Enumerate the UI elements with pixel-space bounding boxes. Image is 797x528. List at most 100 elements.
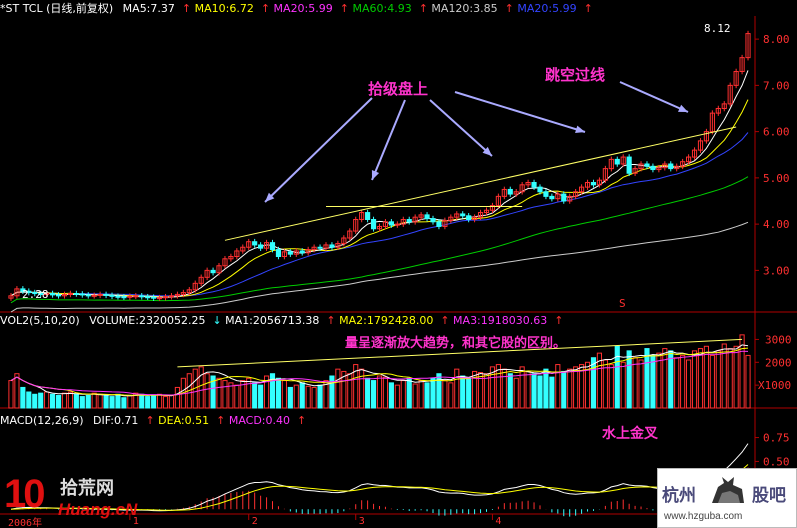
candle-body xyxy=(376,225,383,230)
volume-bar xyxy=(85,394,91,409)
candle-body xyxy=(608,158,614,170)
volume-bar xyxy=(656,352,662,409)
candle-body xyxy=(127,295,133,298)
macd-dea-line xyxy=(10,464,749,511)
volume-bar xyxy=(400,380,406,409)
volume-bar xyxy=(329,375,335,409)
arrow-gap-break xyxy=(619,81,689,113)
volume-bar xyxy=(49,393,56,409)
candle-body xyxy=(347,230,353,239)
candle-body xyxy=(133,295,139,298)
candle-body xyxy=(246,241,252,248)
candle-body xyxy=(638,163,644,170)
candle-body xyxy=(180,292,186,295)
candle-body xyxy=(240,246,246,252)
volume-bar xyxy=(555,364,561,409)
arrow-step-up-1-head xyxy=(265,192,275,202)
volume-bar xyxy=(394,384,400,409)
volume-bar xyxy=(14,373,20,409)
volume-bar xyxy=(353,364,359,409)
volume-bar xyxy=(739,334,745,409)
volume-bar xyxy=(406,377,412,409)
macd-indicator-2: MACD:0.40 xyxy=(228,414,290,427)
candle-body xyxy=(721,103,727,109)
price-arrow-1: ↑ xyxy=(260,2,271,15)
volume-tick-label-1: 2000 xyxy=(765,356,792,369)
candle-body xyxy=(97,293,103,296)
volume-bar xyxy=(424,382,430,409)
candle-body xyxy=(49,293,56,296)
candle-body xyxy=(263,242,270,249)
volume-bar xyxy=(703,345,710,409)
candle-body xyxy=(192,282,198,291)
candle-body xyxy=(20,288,26,292)
volume-bar xyxy=(133,392,139,409)
arrow-step-up-3-head xyxy=(482,146,492,156)
candle-body xyxy=(424,214,430,220)
volume-bar xyxy=(412,383,418,409)
volume-panel-header: VOL2(5,10,20) VOLUME:2320052.25 ↓ MA1:205… xyxy=(0,314,569,328)
candle-body xyxy=(727,84,733,105)
volume-bar xyxy=(365,377,371,409)
ma-line-ma60 xyxy=(10,176,749,304)
volume-unit-label: X1000 xyxy=(758,379,791,392)
volume-bar xyxy=(323,380,329,409)
candle-body xyxy=(32,292,38,295)
price-tick-label-3: 6.00 xyxy=(763,126,790,139)
arrow-step-up-3 xyxy=(429,99,493,157)
candle-body xyxy=(115,295,121,298)
volume-bar xyxy=(79,396,85,409)
volume-bar xyxy=(109,396,115,409)
candle-body xyxy=(674,165,680,170)
candle-body xyxy=(626,156,632,174)
volume-bar xyxy=(460,375,466,409)
candle-body xyxy=(632,168,638,174)
candle-body xyxy=(353,219,359,232)
price-tick-label-0: 3.00 xyxy=(763,264,790,277)
candle-body xyxy=(406,219,412,223)
arrow-step-up-4 xyxy=(454,91,586,133)
volume-bar xyxy=(38,392,44,409)
annotation-macd-note: 水上金叉 xyxy=(602,426,658,442)
ma-line-ma5 xyxy=(10,70,749,298)
volume-bar xyxy=(8,380,14,409)
logo-right-cn1: 杭州 xyxy=(662,486,696,506)
volume-bar xyxy=(151,394,157,409)
volume-bar xyxy=(489,366,496,409)
candle-body xyxy=(210,269,216,274)
volume-bar xyxy=(335,368,341,409)
volume-bar xyxy=(501,368,507,409)
logo-right-url: www.hzguba.com xyxy=(664,511,743,522)
volume-bar xyxy=(210,375,216,409)
volume-bar xyxy=(531,373,537,409)
volume-bar xyxy=(20,386,26,409)
volume-bar xyxy=(139,393,145,409)
volume-bar xyxy=(305,385,311,409)
volume-bar xyxy=(32,393,38,409)
volume-bar xyxy=(483,373,490,409)
candle-body xyxy=(513,191,519,195)
candle-body xyxy=(38,293,44,295)
low-price-label: 2.28 xyxy=(22,288,49,301)
candle-body xyxy=(745,33,751,59)
macd-dif-line xyxy=(10,443,749,512)
candle-body xyxy=(691,149,698,158)
candle-body xyxy=(305,249,311,254)
candle-body xyxy=(365,212,371,220)
price-indicator-0: MA5:7.37 xyxy=(122,2,175,15)
price-indicator-3: MA60:4.93 xyxy=(352,2,412,15)
arrow-step-up-2 xyxy=(371,99,406,181)
volume-bar xyxy=(691,350,698,409)
candle-body xyxy=(602,168,608,181)
candle-body xyxy=(8,295,14,299)
candle-body xyxy=(472,216,478,220)
candle-body xyxy=(400,219,406,225)
volume-bar xyxy=(341,370,347,409)
candle-body xyxy=(596,179,603,186)
candle-body xyxy=(430,218,436,223)
candle-body xyxy=(394,223,400,226)
volume-bar xyxy=(162,396,169,409)
price-tick-label-5: 8.00 xyxy=(763,33,790,46)
volume-bar xyxy=(61,392,68,409)
volume-bar xyxy=(448,382,454,409)
